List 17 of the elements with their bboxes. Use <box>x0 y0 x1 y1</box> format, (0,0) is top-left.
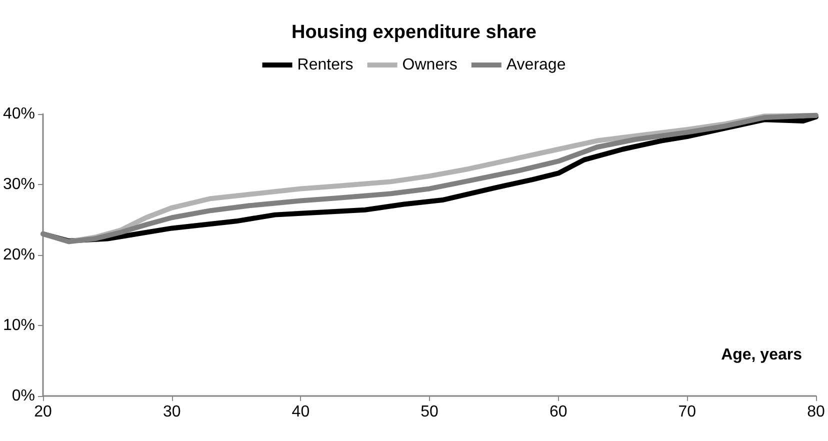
x-tick-label: 50 <box>420 404 439 420</box>
y-tick-label: 40% <box>2 106 36 122</box>
x-tick-label: 70 <box>678 404 696 420</box>
chart-title: Housing expenditure share <box>292 22 536 43</box>
legend-label: Owners <box>402 56 458 74</box>
y-tick-label: 30% <box>2 176 36 193</box>
x-tick-label: 80 <box>807 404 825 420</box>
x-tick-label: 60 <box>549 404 568 420</box>
x-tick-label: 20 <box>34 404 52 420</box>
x-tick-label: 30 <box>162 404 181 420</box>
y-tick-label: 20% <box>2 246 36 264</box>
x-axis-title: Age, years <box>721 346 802 364</box>
y-tick-label: 10% <box>2 317 36 334</box>
y-tick-label: 0% <box>12 388 36 404</box>
legend-label: Average <box>506 56 566 74</box>
legend-label: Renters <box>297 56 354 74</box>
x-tick-label: 40 <box>292 404 310 420</box>
